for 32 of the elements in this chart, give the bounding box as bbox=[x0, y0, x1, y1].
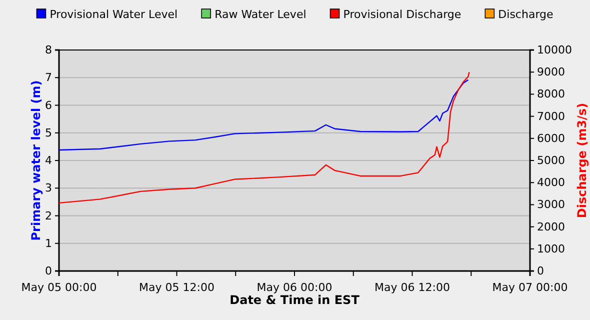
y2-tick-label: 8000 bbox=[537, 88, 565, 101]
legend-label: Provisional Discharge bbox=[343, 8, 462, 21]
x-tick-label: May 06 12:00 bbox=[374, 281, 450, 294]
y-tick-label: 6 bbox=[45, 98, 52, 112]
x-axis-title: Date & Time in EST bbox=[230, 293, 360, 307]
y2-tick-label: 6000 bbox=[537, 132, 565, 145]
y-tick-label: 2 bbox=[45, 209, 52, 222]
y2-axis-title: Discharge (m3/s) bbox=[575, 102, 589, 218]
y-tick-label: 4 bbox=[45, 154, 52, 168]
y2-tick-label: 9000 bbox=[537, 66, 565, 79]
legend-label: Discharge bbox=[498, 8, 554, 21]
x-tick-label: May 06 00:00 bbox=[256, 281, 332, 294]
y2-tick-label: 7000 bbox=[537, 110, 565, 123]
x-tick-label: May 05 12:00 bbox=[139, 281, 214, 294]
y-tick-label: 7 bbox=[45, 71, 52, 84]
legend-label: Provisional Water Level bbox=[50, 8, 178, 21]
y-tick-label: 5 bbox=[45, 126, 52, 140]
x-tick-label: May 05 00:00 bbox=[21, 281, 97, 294]
y2-tick-label: 1000 bbox=[537, 242, 565, 256]
x-tick-label: May 07 00:00 bbox=[492, 281, 568, 294]
y-axis-title: Primary water level (m) bbox=[29, 80, 43, 241]
y2-tick-label: 0 bbox=[537, 264, 544, 278]
y2-tick-label: 3000 bbox=[537, 198, 565, 212]
y2-tick-label: 2000 bbox=[537, 220, 565, 234]
y-tick-label: 8 bbox=[45, 44, 52, 57]
y2-tick-label: 4000 bbox=[537, 176, 565, 190]
y-tick-label: 3 bbox=[45, 182, 52, 195]
y-tick-label: 0 bbox=[45, 264, 52, 278]
legend-label: Raw Water Level bbox=[214, 8, 306, 21]
y-tick-label: 1 bbox=[45, 236, 52, 250]
y2-tick-label: 5000 bbox=[537, 154, 565, 168]
y2-tick-label: 10000 bbox=[537, 44, 572, 57]
